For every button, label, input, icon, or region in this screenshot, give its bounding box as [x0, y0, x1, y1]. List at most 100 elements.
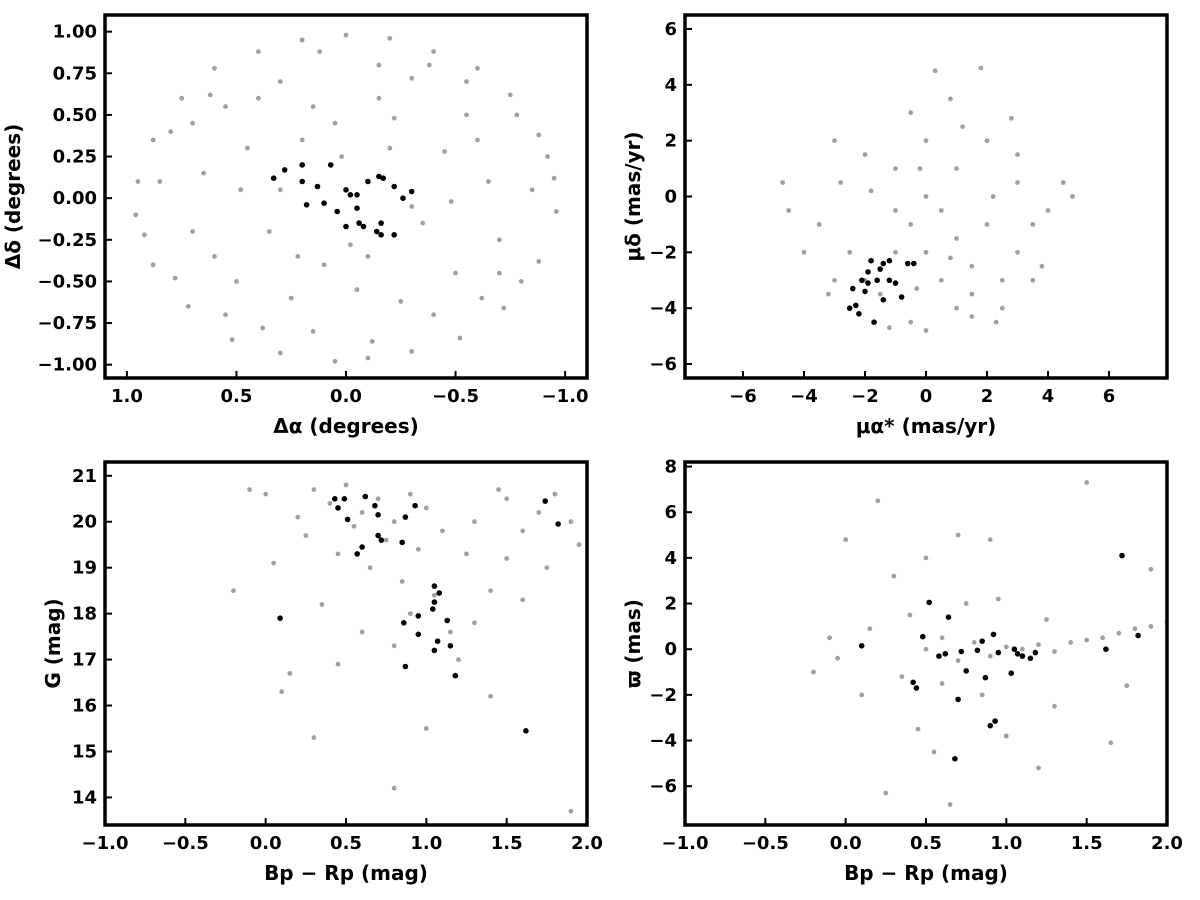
member-point — [1008, 670, 1014, 676]
y-tick-label: 0.75 — [53, 63, 97, 84]
field-point — [398, 299, 404, 304]
field-point — [552, 491, 558, 497]
x-tick-label: −0.5 — [432, 386, 479, 407]
member-point — [868, 257, 874, 264]
field-point — [287, 671, 293, 676]
sky-position-x-axis-label: Δα (degrees) — [273, 414, 419, 438]
member-point — [910, 679, 916, 686]
cmd-frame — [103, 460, 589, 827]
member-point — [892, 280, 899, 286]
field-point — [893, 166, 898, 172]
x-tick-label: 2.0 — [1151, 833, 1183, 854]
field-point — [1003, 644, 1009, 650]
field-point — [1070, 194, 1075, 199]
field-point — [207, 92, 213, 98]
x-tick-label: 1.5 — [491, 833, 523, 854]
member-point — [886, 257, 893, 264]
member-point — [391, 232, 398, 238]
member-point — [299, 162, 306, 168]
field-point — [1068, 640, 1073, 645]
x-tick-label: 0.0 — [330, 386, 362, 407]
field-point — [875, 498, 881, 504]
x-tick-label: 1.0 — [990, 833, 1022, 854]
field-point — [448, 199, 454, 204]
field-point — [365, 355, 371, 361]
member-point — [995, 649, 1002, 656]
field-point — [365, 254, 371, 259]
field-point — [801, 249, 807, 255]
field-point — [359, 510, 365, 515]
member-point — [920, 633, 926, 640]
field-point — [1148, 566, 1154, 572]
field-point — [954, 236, 959, 241]
x-tick-label: 1.0 — [410, 833, 442, 854]
field-point — [520, 528, 526, 534]
member-point — [402, 514, 409, 520]
member-point — [341, 496, 348, 502]
field-point — [407, 491, 413, 497]
field-point — [999, 277, 1005, 283]
field-point — [1084, 480, 1090, 485]
y-tick-label: 16 — [72, 696, 97, 717]
field-point — [948, 255, 953, 261]
field-point — [266, 229, 272, 234]
member-point — [859, 277, 865, 284]
sky-position-points — [133, 32, 559, 364]
member-point — [412, 502, 418, 509]
field-point — [332, 120, 338, 126]
member-point — [436, 590, 443, 596]
field-point — [190, 229, 196, 234]
field-point — [877, 291, 883, 297]
field-point — [135, 179, 141, 184]
y-tick-label: 1.00 — [53, 22, 97, 43]
field-point — [409, 349, 415, 354]
field-point — [212, 254, 217, 259]
x-tick-label: 2 — [981, 386, 994, 407]
x-tick-label: 0.5 — [910, 833, 942, 854]
member-point — [880, 260, 887, 267]
field-point — [277, 79, 283, 84]
cmd-x-axis-label: Bp − Rp (mag) — [264, 861, 428, 885]
field-point — [504, 496, 510, 502]
field-point — [816, 222, 822, 227]
field-point — [1036, 765, 1041, 771]
member-point — [343, 223, 349, 230]
member-point — [877, 266, 883, 272]
x-tick-label: 4 — [1042, 386, 1055, 407]
field-point — [212, 65, 217, 71]
member-point — [431, 599, 438, 605]
proper-motion-x-axis-label: μα* (mas/yr) — [856, 414, 997, 438]
parallax-frame — [683, 460, 1169, 827]
field-point — [247, 487, 253, 492]
field-point — [969, 314, 975, 319]
field-point — [456, 657, 461, 662]
field-point — [960, 124, 965, 130]
field-point — [536, 510, 542, 515]
field-point — [990, 194, 996, 199]
field-point — [1045, 208, 1051, 213]
field-point — [504, 556, 510, 561]
field-point — [288, 295, 294, 301]
member-point — [880, 297, 887, 303]
cmd-points — [231, 482, 582, 814]
field-point — [963, 601, 969, 606]
field-point — [335, 661, 341, 667]
field-point — [536, 259, 542, 264]
field-point — [1132, 626, 1138, 632]
field-point — [893, 249, 898, 255]
x-tick-label: 0.0 — [250, 833, 282, 854]
field-point — [295, 254, 301, 259]
field-point — [150, 262, 156, 268]
field-point — [529, 187, 535, 193]
field-point — [190, 120, 196, 126]
field-point — [343, 32, 349, 38]
field-point — [1015, 249, 1020, 255]
field-point — [426, 62, 432, 68]
field-point — [475, 65, 480, 71]
field-point — [826, 291, 831, 297]
member-point — [359, 544, 365, 550]
member-point — [936, 653, 942, 659]
field-point — [891, 573, 897, 579]
field-point — [832, 277, 837, 283]
